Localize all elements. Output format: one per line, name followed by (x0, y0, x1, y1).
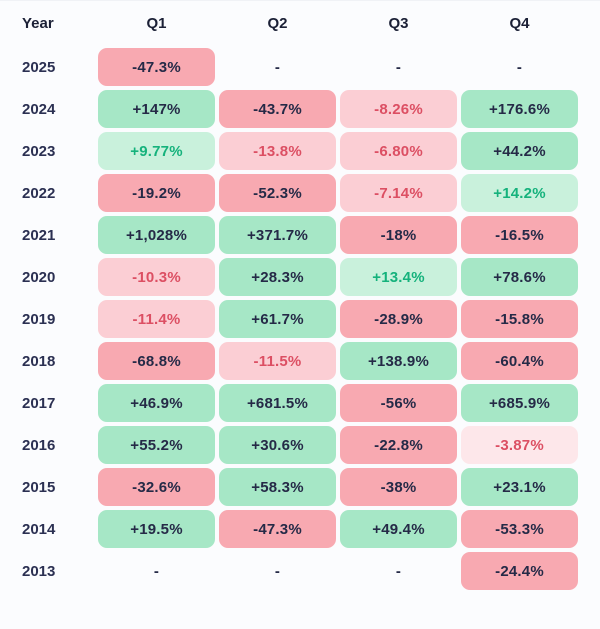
return-cell: +138.9% (340, 342, 457, 380)
return-cell: -16.5% (461, 216, 578, 254)
year-label: 2016 (22, 436, 56, 454)
return-cell: -32.6% (98, 468, 215, 506)
year-label: 2018 (22, 352, 56, 370)
return-cell: -15.8% (461, 300, 578, 338)
table-row: 2024 +147% -43.7% -8.26% +176.6% (0, 88, 600, 130)
column-header-q2: Q2 (267, 15, 288, 32)
year-label: 2023 (22, 142, 56, 160)
return-cell: +176.6% (461, 90, 578, 128)
year-label: 2017 (22, 394, 56, 412)
return-cell: +49.4% (340, 510, 457, 548)
return-cell: +685.9% (461, 384, 578, 422)
table-row: 2013 - - - -24.4% (0, 550, 600, 592)
return-cell: +681.5% (219, 384, 336, 422)
return-cell: +58.3% (219, 468, 336, 506)
table-row: 2019 -11.4% +61.7% -28.9% -15.8% (0, 298, 600, 340)
table-row: 2018 -68.8% -11.5% +138.9% -60.4% (0, 340, 600, 382)
empty-cell: - (274, 58, 281, 76)
empty-cell: - (516, 58, 523, 76)
column-header-q1: Q1 (146, 15, 167, 32)
return-cell: -11.4% (98, 300, 215, 338)
column-header-q3: Q3 (388, 15, 409, 32)
year-label: 2025 (22, 58, 56, 76)
return-cell: -47.3% (98, 48, 215, 86)
return-cell: -6.80% (340, 132, 457, 170)
return-cell: +46.9% (98, 384, 215, 422)
table-row: 2017 +46.9% +681.5% -56% +685.9% (0, 382, 600, 424)
empty-cell: - (395, 562, 402, 580)
return-cell: +61.7% (219, 300, 336, 338)
column-header-q4: Q4 (509, 15, 530, 32)
year-label: 2022 (22, 184, 56, 202)
return-cell: +9.77% (98, 132, 215, 170)
year-label: 2020 (22, 268, 56, 286)
return-cell: -19.2% (98, 174, 215, 212)
return-cell: -11.5% (219, 342, 336, 380)
return-cell: -8.26% (340, 90, 457, 128)
table-row: 2022 -19.2% -52.3% -7.14% +14.2% (0, 172, 600, 214)
return-cell: -60.4% (461, 342, 578, 380)
table-row: 2021 +1,028% +371.7% -18% -16.5% (0, 214, 600, 256)
empty-cell: - (153, 562, 160, 580)
return-cell: -43.7% (219, 90, 336, 128)
return-cell: +14.2% (461, 174, 578, 212)
return-cell: +13.4% (340, 258, 457, 296)
table-row: 2014 +19.5% -47.3% +49.4% -53.3% (0, 508, 600, 550)
table-row: 2015 -32.6% +58.3% -38% +23.1% (0, 466, 600, 508)
return-cell: +30.6% (219, 426, 336, 464)
return-cell: -47.3% (219, 510, 336, 548)
table-row: 2025 -47.3% - - - (0, 46, 600, 88)
return-cell: +1,028% (98, 216, 215, 254)
return-cell: +19.5% (98, 510, 215, 548)
return-cell: -24.4% (461, 552, 578, 590)
return-cell: -38% (340, 468, 457, 506)
year-label: 2019 (22, 310, 56, 328)
quarterly-returns-table: Year Q1 Q2 Q3 Q4 2025 -47.3% - - -2024 +147% -… (0, 1, 600, 592)
return-cell: +147% (98, 90, 215, 128)
table-body: 2025 -47.3% - - - 2024 +147% -43.7% -8.26% +176.6… (0, 46, 600, 592)
table-row: 2023 +9.77% -13.8% -6.80% +44.2% (0, 130, 600, 172)
return-cell: -68.8% (98, 342, 215, 380)
return-cell: -52.3% (219, 174, 336, 212)
return-cell: -13.8% (219, 132, 336, 170)
table-header-row: Year Q1 Q2 Q3 Q4 (0, 1, 600, 46)
return-cell: +44.2% (461, 132, 578, 170)
empty-cell: - (274, 562, 281, 580)
return-cell: +55.2% (98, 426, 215, 464)
return-cell: -22.8% (340, 426, 457, 464)
return-cell: +371.7% (219, 216, 336, 254)
return-cell: -18% (340, 216, 457, 254)
return-cell: +28.3% (219, 258, 336, 296)
return-cell: -3.87% (461, 426, 578, 464)
return-cell: -53.3% (461, 510, 578, 548)
return-cell: -28.9% (340, 300, 457, 338)
return-cell: -10.3% (98, 258, 215, 296)
year-label: 2021 (22, 226, 56, 244)
return-cell: +23.1% (461, 468, 578, 506)
year-label: 2024 (22, 100, 56, 118)
return-cell: -7.14% (340, 174, 457, 212)
table-row: 2020 -10.3% +28.3% +13.4% +78.6% (0, 256, 600, 298)
table-row: 2016 +55.2% +30.6% -22.8% -3.87% (0, 424, 600, 466)
year-label: 2015 (22, 478, 56, 496)
column-header-year: Year (22, 15, 54, 32)
year-label: 2014 (22, 520, 56, 538)
return-cell: +78.6% (461, 258, 578, 296)
empty-cell: - (395, 58, 402, 76)
return-cell: -56% (340, 384, 457, 422)
year-label: 2013 (22, 562, 56, 580)
